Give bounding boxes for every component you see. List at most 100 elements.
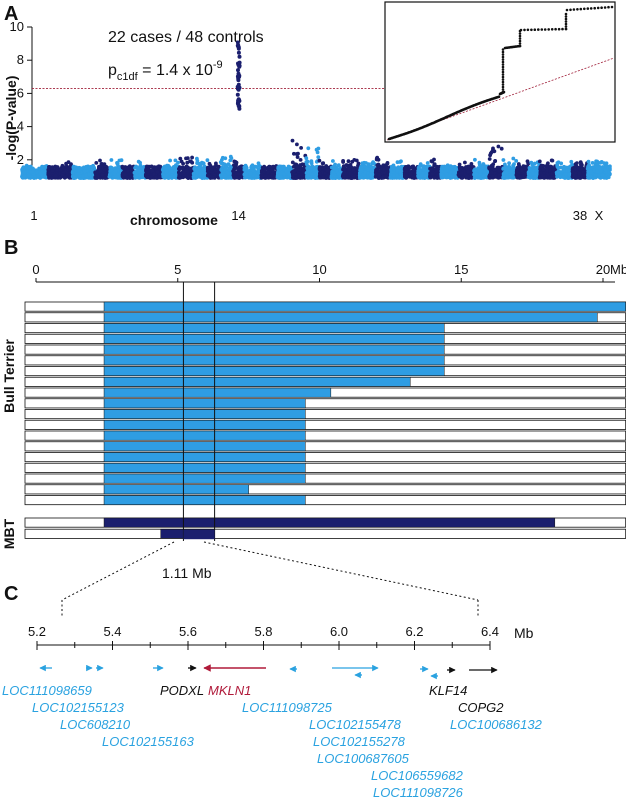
manhattan-point [158, 164, 163, 169]
manhattan-point [416, 165, 421, 170]
manhattan-point [297, 174, 301, 178]
manhattan-point [292, 151, 296, 156]
manhattan-point [307, 169, 311, 174]
manhattan-point [267, 164, 272, 169]
manhattan-point [439, 172, 444, 176]
manhattan-point [124, 166, 129, 170]
manhattan-point [296, 151, 300, 156]
manhattan-point [501, 158, 506, 162]
manhattan-point [170, 169, 175, 174]
manhattan-point [331, 170, 336, 175]
manhattan-point [425, 165, 430, 170]
manhattan-point [496, 173, 501, 178]
manhattan-point [185, 160, 190, 165]
manhattan-point [325, 168, 330, 173]
manhattan-point [398, 169, 402, 174]
manhattan-point [77, 169, 81, 173]
manhattan-point [190, 160, 195, 165]
manhattan-point [435, 169, 439, 173]
manhattan-point [201, 175, 206, 180]
manhattan-point [346, 159, 351, 164]
manhattan-point [53, 173, 58, 178]
manhattan-point [50, 169, 55, 174]
manhattan-point [185, 156, 190, 161]
manhattan-point [489, 170, 494, 175]
manhattan-point [73, 165, 78, 170]
manhattan-point [425, 161, 430, 165]
manhattan-point [473, 157, 477, 162]
manhattan-point [21, 175, 26, 180]
manhattan-point [117, 158, 122, 163]
manhattan-point [465, 174, 470, 179]
manhattan-point [254, 174, 259, 178]
manhattan-point [152, 172, 157, 177]
y-tick-label: 8 [17, 52, 24, 67]
manhattan-point [290, 175, 295, 180]
manhattan-point [341, 159, 345, 163]
manhattan-point [538, 171, 543, 175]
manhattan-point [256, 161, 261, 166]
manhattan-point [382, 167, 386, 172]
manhattan-point [82, 169, 87, 174]
manhattan-point [535, 165, 540, 170]
manhattan-point [112, 172, 117, 176]
manhattan-point [251, 165, 255, 169]
manhattan-point [413, 171, 418, 176]
manhattan-point [98, 165, 102, 170]
p-prefix: p [108, 62, 117, 79]
y-tick-label: 10 [10, 19, 24, 34]
manhattan-point [316, 155, 321, 160]
manhattan-point [497, 168, 502, 173]
manhattan-point [320, 161, 325, 166]
manhattan-point [66, 160, 71, 165]
manhattan-point [396, 165, 401, 170]
manhattan-point [279, 175, 283, 180]
manhattan-point [43, 173, 48, 178]
manhattan-point [231, 169, 236, 174]
manhattan-point [281, 165, 286, 170]
manhattan-point [165, 169, 170, 174]
manhattan-point [87, 172, 92, 177]
manhattan-point [345, 175, 349, 180]
manhattan-point [541, 167, 546, 172]
manhattan-point [58, 167, 63, 172]
manhattan-point [290, 160, 295, 165]
manhattan-point [236, 172, 241, 176]
manhattan-point [136, 159, 141, 164]
manhattan-point [398, 160, 402, 164]
manhattan-point [314, 147, 319, 152]
manhattan-point [145, 174, 150, 179]
manhattan-point [474, 172, 479, 177]
manhattan-point [276, 165, 281, 170]
manhattan-point [452, 170, 457, 175]
manhattan-point [526, 170, 531, 175]
manhattan-point [254, 165, 259, 169]
manhattan-point [285, 175, 290, 180]
manhattan-point [430, 159, 435, 164]
manhattan-point [58, 175, 63, 180]
manhattan-point [377, 165, 382, 170]
manhattan-point [483, 169, 487, 173]
manhattan-point [456, 172, 461, 177]
manhattan-point [504, 170, 509, 175]
manhattan-point [194, 170, 199, 175]
manhattan-point [487, 157, 492, 161]
manhattan-point [206, 168, 211, 173]
manhattan-point [291, 164, 296, 169]
manhattan-point [530, 162, 535, 167]
manhattan-point [38, 171, 43, 176]
manhattan-point [444, 165, 449, 170]
manhattan-point [374, 171, 379, 176]
manhattan-point [450, 165, 455, 169]
manhattan-point [348, 171, 352, 176]
manhattan-point [463, 160, 467, 165]
manhattan-point [444, 172, 449, 177]
manhattan-point [248, 171, 253, 176]
manhattan-point [123, 172, 127, 177]
manhattan-point [477, 172, 482, 177]
manhattan-point [173, 158, 178, 163]
manhattan-point [284, 169, 288, 174]
manhattan-point [176, 160, 180, 165]
manhattan-point [223, 173, 227, 178]
manhattan-point [526, 161, 531, 166]
